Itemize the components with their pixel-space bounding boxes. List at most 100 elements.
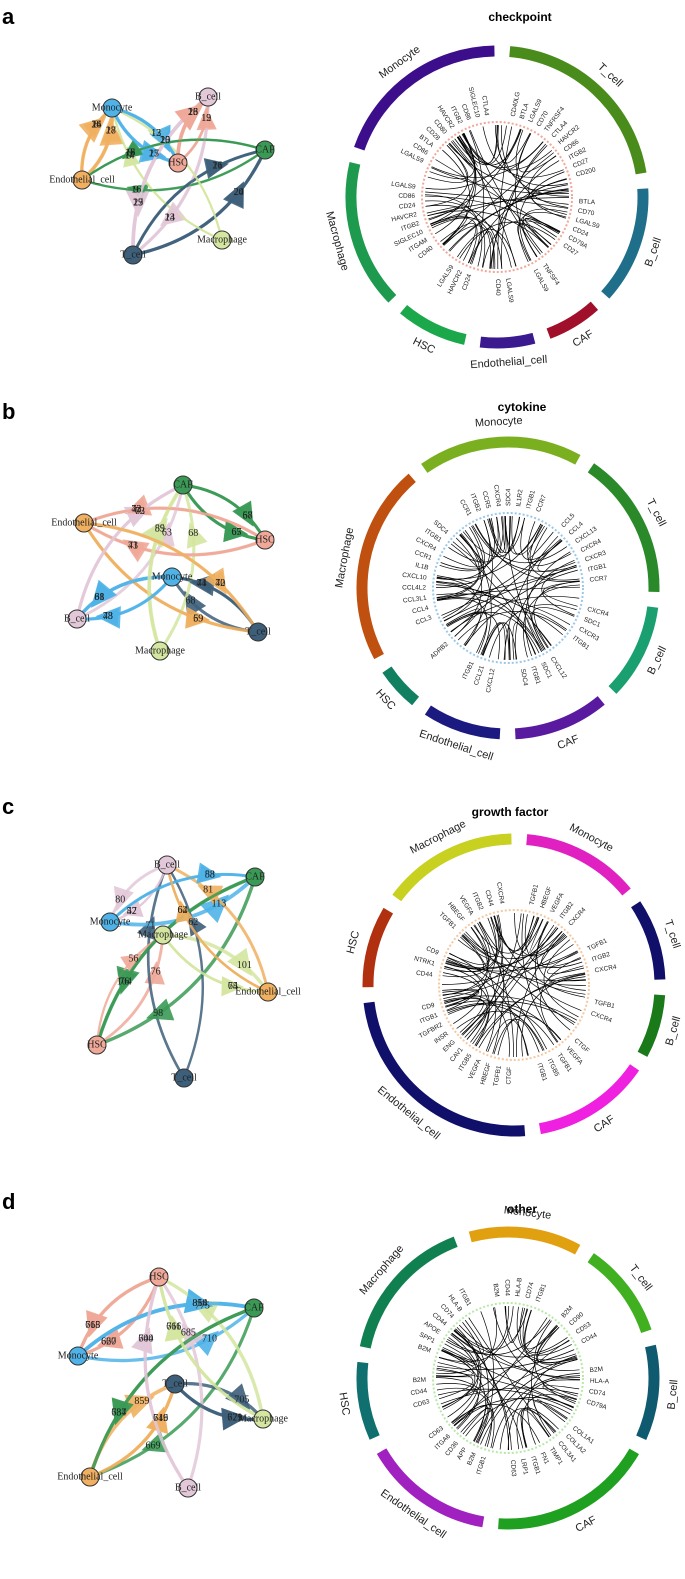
edge-arrow: [131, 1327, 153, 1355]
edge-arrow: [111, 1397, 134, 1426]
edge-arrow: [127, 497, 149, 515]
sector-arc: [400, 304, 467, 345]
edge-label: 13: [165, 213, 175, 224]
edge-label: 74: [228, 981, 238, 992]
chord: [427, 145, 469, 183]
edge-label: 71: [145, 921, 155, 932]
node: [165, 1374, 185, 1394]
gene-label: CXCR4: [492, 484, 502, 507]
node: [248, 622, 268, 642]
edge-label: 21: [212, 160, 222, 171]
gene-label: CCL4L2: [402, 585, 426, 592]
gene-label: CD24: [399, 202, 417, 211]
chord: [451, 1326, 482, 1423]
node: [87, 1035, 107, 1055]
sector-arc: [631, 901, 666, 980]
edge-label: 704: [138, 1333, 153, 1344]
edge: [147, 483, 185, 652]
edge: [89, 1383, 177, 1479]
chord: [542, 1385, 580, 1403]
sector-label: T_cell: [627, 1263, 654, 1294]
gene-label: CCR7: [535, 494, 548, 513]
edge-arrow: [128, 192, 148, 214]
chord: [441, 538, 561, 616]
gene-label: CD44: [580, 1332, 598, 1346]
sector-label: Endothelial_cell: [470, 354, 548, 371]
edge-label: 687: [111, 1407, 126, 1418]
edge-arrow: [225, 1383, 251, 1410]
chord: [442, 527, 484, 619]
edge-arrow: [196, 862, 222, 884]
edge-label: 41: [128, 540, 138, 551]
edge-label: 710: [202, 1333, 217, 1344]
gene-label: CCR1: [414, 549, 433, 562]
sector-arc: [424, 705, 501, 740]
node: [150, 641, 170, 661]
edge-arrow: [224, 182, 244, 208]
sector-arc: [468, 1226, 581, 1255]
chord: [453, 1330, 570, 1358]
gene-label: CCL4: [412, 605, 430, 616]
edge-label: 646: [153, 1413, 168, 1424]
sector-label: Macrophage: [323, 210, 351, 272]
gene-label: CXCR4: [495, 882, 505, 905]
edge-arrow: [90, 579, 118, 608]
node-label: Endothelial_cell: [49, 174, 115, 185]
node-label: T_cell: [162, 1378, 188, 1389]
node: [80, 1467, 100, 1487]
chord: [523, 584, 580, 658]
chord: [472, 525, 577, 572]
chord: [452, 140, 549, 248]
edge-label: 98: [153, 1008, 163, 1019]
edge: [132, 149, 267, 257]
sector-arc: [538, 1064, 640, 1135]
chord: [456, 1010, 545, 1051]
gene-label: B2M: [491, 1283, 500, 1297]
chord: [482, 126, 564, 178]
panel-title: growth factor: [472, 805, 549, 819]
edge-arrow: [221, 976, 245, 997]
edge: [75, 483, 184, 620]
edge-label: 685: [181, 1327, 196, 1338]
edge-label: 81: [94, 592, 104, 603]
chord: [461, 924, 555, 1035]
chord: [497, 126, 513, 269]
edge-label: 721: [227, 1412, 242, 1423]
edge-label: 17: [133, 197, 143, 208]
chord: [442, 149, 471, 245]
gene-label: TGFB1: [586, 937, 608, 953]
node: [253, 1409, 273, 1429]
edge-arrow: [174, 103, 204, 131]
chord: [478, 973, 586, 1049]
sector-arc: [382, 666, 420, 706]
edge-label: 29: [133, 197, 143, 208]
chord: [508, 623, 511, 660]
edge-label: 17: [106, 125, 116, 136]
edge: [157, 1276, 264, 1421]
sector-label: HSC: [336, 1391, 351, 1416]
edge-label: 101: [237, 960, 252, 971]
edge: [173, 1382, 264, 1422]
edge-label: 48: [103, 611, 113, 622]
sector-label: B_cell: [643, 236, 664, 268]
gene-label: CD44: [503, 1279, 510, 1296]
edge-label: 679: [227, 1412, 242, 1423]
edge-arrow: [223, 520, 249, 543]
node: [74, 513, 94, 533]
edge: [76, 484, 185, 621]
chord: [503, 535, 559, 660]
gene-label: CD24: [461, 273, 473, 291]
chord: [431, 167, 569, 195]
edge-label: 28: [188, 107, 198, 118]
edge-label: 12: [151, 128, 161, 139]
gene-label: SDC4: [505, 488, 512, 506]
chord: [443, 995, 577, 1021]
edge-label: 14: [91, 119, 101, 130]
gene-label: CXCR4: [586, 606, 609, 619]
edge: [161, 934, 269, 994]
chord: [425, 128, 521, 190]
edge-label: 12: [201, 113, 211, 124]
chord: [475, 523, 568, 564]
edge-label: 68: [188, 528, 198, 539]
